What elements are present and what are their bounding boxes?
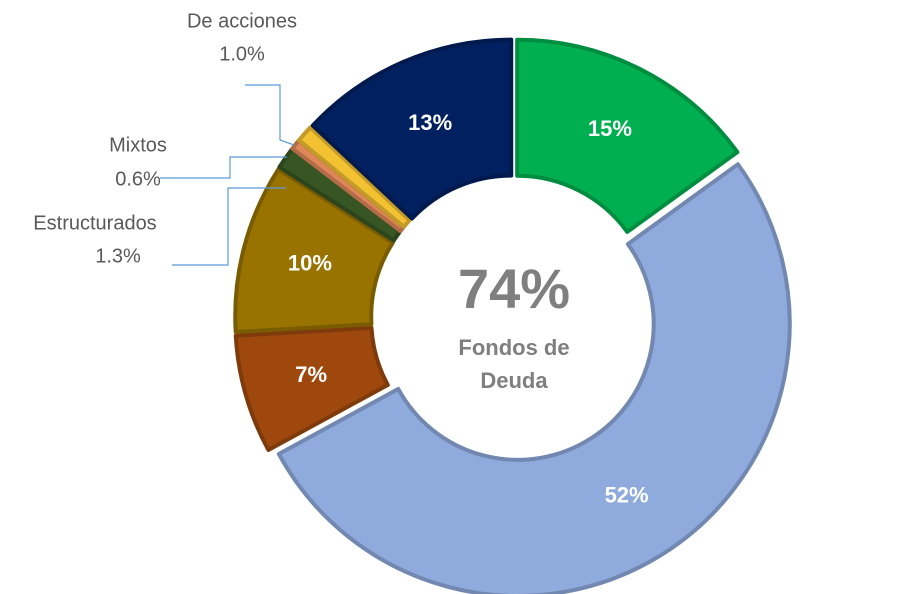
category-label: Mixtos [109,134,167,156]
leader-line [172,187,286,266]
data-label: 52% [605,482,649,507]
data-label: 10% [288,250,332,275]
leader-lines [160,84,295,266]
data-label: 1.0% [219,43,265,65]
data-label: 7% [295,362,327,387]
data-label: 15% [588,116,632,141]
center-caption: Deuda [480,368,548,393]
data-label: 0.6% [115,168,161,190]
slice [297,125,412,229]
slice [233,325,390,452]
center-caption: Fondos de [458,335,569,360]
slice [515,37,740,234]
data-label: 13% [408,110,452,135]
data-label: 1.3% [95,245,141,267]
leader-line [245,84,295,146]
slice [233,167,395,335]
leader-line [160,156,287,179]
slice [310,37,514,221]
slice [276,162,792,594]
category-label: De acciones [187,10,297,32]
category-label: Estructurados [33,212,156,234]
slices [233,37,792,594]
center-label: 74% [458,257,570,320]
